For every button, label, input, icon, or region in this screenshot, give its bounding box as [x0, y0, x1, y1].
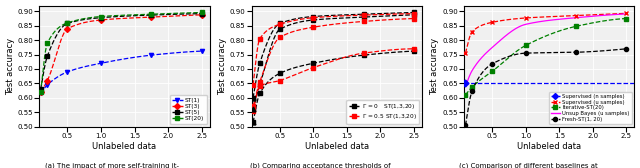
X-axis label: Unlabeled data: Unlabeled data [92, 142, 157, 151]
Text: (b) Comparing acceptance thresholds of: (b) Comparing acceptance thresholds of [250, 162, 390, 168]
Text: (a) The impact of more self-training it-: (a) The impact of more self-training it- [45, 162, 179, 168]
Legend: $\Gamma$ = 0   ST(1,3,20), $\Gamma$ = 0.5 ST(1,3,20): $\Gamma$ = 0 ST(1,3,20), $\Gamma$ = 0.5 … [346, 100, 419, 124]
Legend: ST(1), ST(3), ST(5), ST(20): ST(1), ST(3), ST(5), ST(20) [170, 95, 207, 124]
Y-axis label: Test accuracy: Test accuracy [6, 37, 15, 95]
Y-axis label: Test accuracy: Test accuracy [218, 37, 227, 95]
X-axis label: Unlabeled data: Unlabeled data [517, 142, 581, 151]
Text: (c) Comparison of different baselines at: (c) Comparison of different baselines at [459, 162, 597, 168]
Legend: Supervised (n samples), Supervised (u samples), Iterative-ST(20), Unsup Bayes (u: Supervised (n samples), Supervised (u sa… [548, 92, 632, 124]
Y-axis label: Test accuracy: Test accuracy [430, 37, 440, 95]
X-axis label: Unlabeled data: Unlabeled data [305, 142, 369, 151]
